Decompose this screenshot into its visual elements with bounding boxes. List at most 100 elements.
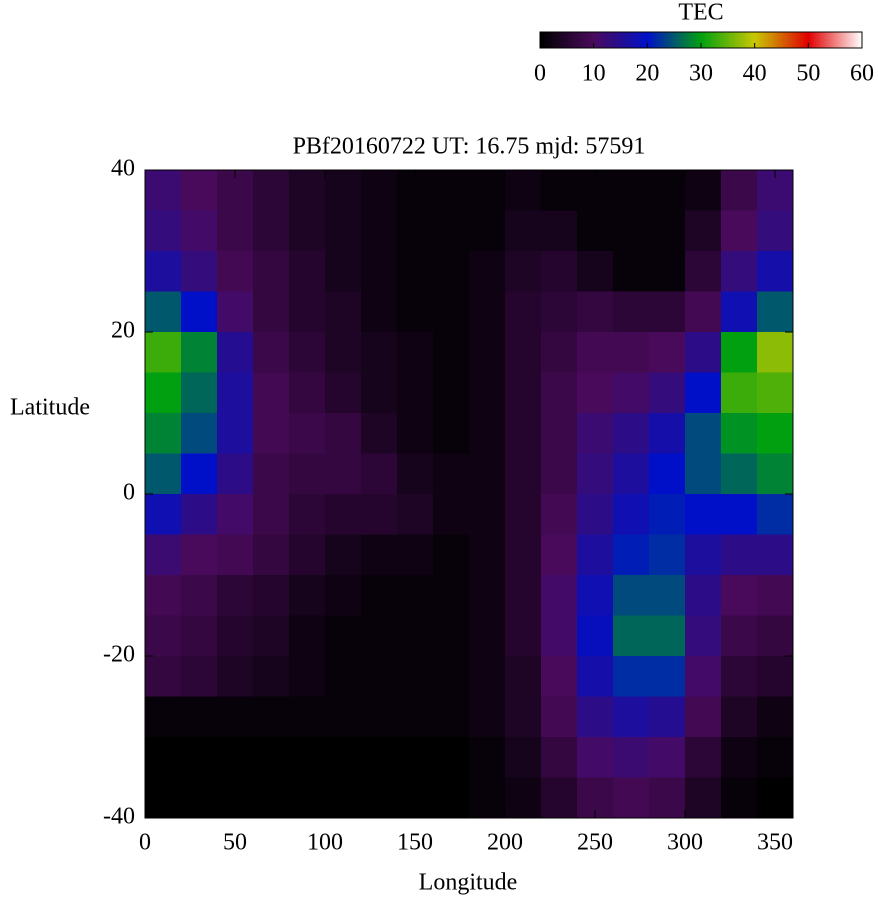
heatmap-cell [397,737,434,778]
colorbar-strip [839,32,841,48]
colorbar-strip [812,32,814,48]
colorbar-strip [602,32,604,48]
colorbar-strip [809,32,811,48]
heatmap-cell [541,372,578,414]
heatmap-cell [469,696,506,738]
heatmap-cell [145,777,182,819]
heatmap-cell [541,494,578,535]
heatmap-cell [613,372,650,414]
colorbar-strip [786,32,788,48]
colorbar-strip [829,32,831,48]
heatmap-cell [289,534,326,576]
heatmap-cell [253,656,290,697]
heatmap-cell [721,696,758,738]
colorbar-strip [682,32,684,48]
heatmap-cell [757,413,794,454]
colorbar-strip [667,32,669,48]
heatmap-cell [325,372,362,414]
heatmap-cell [613,777,650,819]
colorbar-strip [616,32,618,48]
colorbar-strip [566,32,568,48]
colorbar-strip [765,32,767,48]
heatmap-cell [181,210,218,252]
colorbar-label: TEC [678,0,723,26]
colorbar-strip [674,32,676,48]
heatmap-cell [685,332,722,373]
colorbar-strip [853,32,855,48]
heatmap-cell [253,291,290,333]
colorbar-strip [640,32,642,48]
heatmap-cell [361,413,398,454]
heatmap-cell [361,575,398,616]
y-tick-label: -40 [103,804,135,830]
heatmap-cell [649,210,686,252]
heatmap-cell [505,210,542,252]
colorbar-strip [683,32,685,48]
colorbar-strip [576,32,578,48]
heatmap-cell [757,332,794,373]
heatmap-cell [469,615,506,657]
colorbar-strip [767,32,769,48]
colorbar-strip [745,32,747,48]
heatmap-cell [217,494,254,535]
heatmap-cell [253,453,290,495]
heatmap-cell [721,332,758,373]
colorbar-strip [814,32,816,48]
colorbar-strip [563,32,565,48]
heatmap-cell [289,291,326,333]
colorbar-strip [635,32,637,48]
colorbar-strip [716,32,718,48]
colorbar-strip [846,32,848,48]
heatmap-cell [541,413,578,454]
heatmap-cell [145,534,182,576]
x-axis-label: Longitude [419,870,518,896]
heatmap-cell [577,534,614,576]
heatmap-cell [181,656,218,697]
colorbar-strip [783,32,785,48]
colorbar-strip [655,32,657,48]
heatmap-cell [613,170,650,211]
heatmap-cell [361,332,398,373]
heatmap-cell [145,170,182,211]
colorbar-strip [656,32,658,48]
colorbar-strip [633,32,635,48]
colorbar-strip [645,32,647,48]
colorbar-strip [607,32,609,48]
colorbar-strip [685,32,687,48]
heatmap-cell [361,251,398,292]
heatmap-cell [145,210,182,252]
heatmap-cell [181,413,218,454]
heatmap-cell [181,291,218,333]
colorbar-strip [593,32,595,48]
colorbar-strip [579,32,581,48]
heatmap-cell [397,332,434,373]
heatmap-cell [217,696,254,738]
heatmap-cell [613,251,650,292]
heatmap-cell [649,656,686,697]
heatmap-cell [649,696,686,738]
heatmap-cell [253,615,290,657]
heatmap-cell [433,210,470,252]
colorbar-strip [703,32,705,48]
colorbar-strip [759,32,761,48]
colorbar-strip [726,32,728,48]
heatmap-cell [217,291,254,333]
heatmap-cell [685,372,722,414]
heatmap-cell [505,534,542,576]
colorbar-strip [849,32,851,48]
colorbar-strip [654,32,656,48]
colorbar-strip [577,32,579,48]
colorbar-strip [747,32,749,48]
colorbar-strip [691,32,693,48]
colorbar-strip [595,32,597,48]
heatmap-cell [541,656,578,697]
heatmap-cell [541,534,578,576]
colorbar-strip [671,32,673,48]
heatmap-cell [325,210,362,252]
heatmap-cell [541,777,578,819]
colorbar-strip [565,32,567,48]
heatmap-cell [613,656,650,697]
colorbar-strip [808,32,810,48]
colorbar-strip [800,32,802,48]
colorbar-strip [780,32,782,48]
